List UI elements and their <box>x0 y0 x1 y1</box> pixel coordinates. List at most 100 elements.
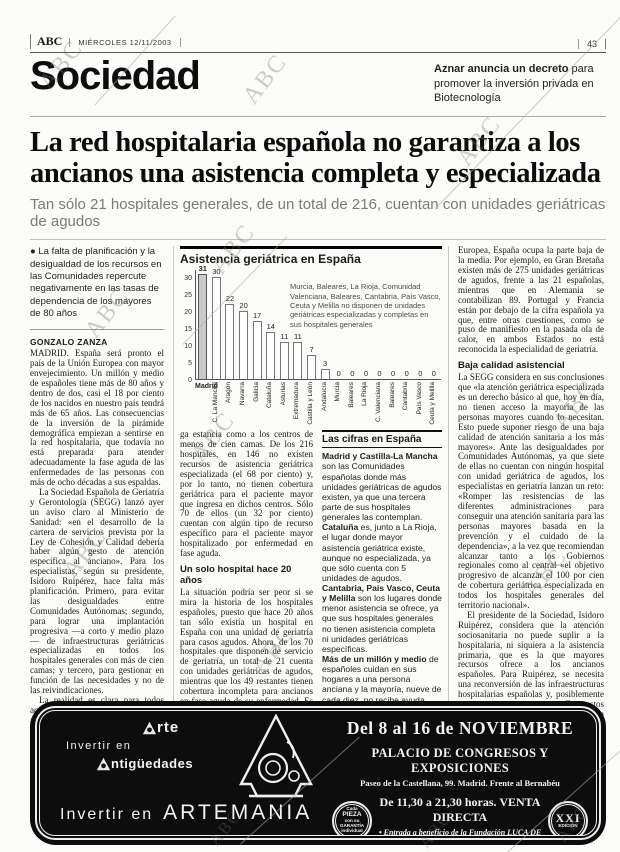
chart-bar-cell: 20 <box>237 302 251 380</box>
chart-ytick: 5 <box>188 360 192 368</box>
article-subheadline: Tan sólo 21 hospitales generales, de un … <box>30 196 606 241</box>
chart-bar <box>320 369 330 380</box>
ad-invertir-label: Invertir en <box>66 740 132 752</box>
column-middle: Asistencia geriátrica en España 0 5 10 15 20… <box>173 246 449 734</box>
paragraph: ga estancia como a los centros de menos … <box>180 429 313 559</box>
chart-ytick: 20 <box>184 309 192 317</box>
cifras-box: Las cifras en España Madrid y Castilla-L… <box>322 430 442 715</box>
chart-bar-value: 31 <box>198 263 207 273</box>
chart-bar-value: 0 <box>431 369 436 379</box>
ad-artemania-line: Invertir en ARTEMANIA <box>60 801 312 825</box>
cifras-text: son los lugares donde menor asistencia s… <box>322 593 442 654</box>
chart-ytick: 10 <box>184 343 192 351</box>
cifras-text: son las Comunidades españolas donde más … <box>322 461 442 523</box>
chart-bar-cell: 0 <box>346 370 360 379</box>
cifras-text: es, junto a La Rioja, el lugar donde may… <box>322 522 437 583</box>
chart-title: Asistencia geriátrica en España <box>180 252 361 267</box>
chart-ytick: 0 <box>188 377 192 385</box>
section-title: Sociedad <box>30 54 201 98</box>
paragraph: La Sociedad Española de Geriatría y Gero… <box>30 486 164 696</box>
paragraph: Europea, España ocupa la parte baja de l… <box>458 246 604 355</box>
chart-category-labels: Madrid C. La Mancha Aragón Navarra Galicia Ca… <box>195 381 441 426</box>
seal-line: individual <box>341 827 363 833</box>
chart-category-label: Galicia <box>252 382 260 403</box>
chart-category-label: Andalucía <box>320 382 328 412</box>
chart-ytick: 25 <box>184 292 192 300</box>
cifras-lead: Cataluña <box>322 522 359 533</box>
chart-bar-cell: 30 <box>210 268 224 380</box>
chart-bar <box>252 321 262 380</box>
chart-bar-cell: 0 <box>427 370 441 379</box>
ad-address: Paseo de la Castellana, 99. Madrid. Fren… <box>360 778 560 788</box>
chart-bar-value: 0 <box>391 369 396 379</box>
chart-bar-value: 11 <box>294 331 302 341</box>
chart-bar-cell: 3 <box>318 359 332 380</box>
chart-bar-value: 0 <box>404 369 409 379</box>
chart-category-label: Baleares <box>388 382 396 408</box>
chart-ytick: 30 <box>184 275 192 283</box>
chart-category-label: C. La Mancha <box>211 382 219 423</box>
cifras-title: Las cifras en España <box>322 432 442 449</box>
chart-bar <box>307 355 317 380</box>
triangle-a-icon <box>142 721 157 734</box>
ad-venue: PALACIO DE CONGRESOS Y EXPOSICIONES <box>371 746 549 775</box>
ad-invertir-block: rte Invertir en ntigüedades <box>54 719 249 771</box>
chart-bar <box>266 331 276 380</box>
page-number: 43 <box>577 39 606 49</box>
paragraph: La SEGG considera en sus conclusiones qu… <box>458 372 604 611</box>
xxi-edition-seal: XXI EDICIÓN <box>548 800 588 835</box>
column-right: Europea, España ocupa la parte baja de l… <box>458 246 604 733</box>
chart-bar-value: 7 <box>309 345 314 355</box>
cifras-lead: Más de un millón y medio <box>322 654 427 665</box>
chart-bar-cell: 0 <box>359 370 373 379</box>
chart-bar-value: 0 <box>377 369 382 379</box>
ad-hours: De 11,30 a 21,30 horas. VENTA DIRECTA <box>379 795 541 824</box>
chart-plot: 0 5 10 15 20 25 30 31 30 22 20 17 14 11 11 7 3 0 0 0 0 0 0 0 0 … <box>180 263 442 426</box>
chart-bar-cell: 0 <box>373 370 387 379</box>
chart-category-label: Madrid <box>195 383 218 391</box>
column-left: ● La falta de planificación y la desigua… <box>30 246 164 733</box>
chart-bar <box>198 273 208 380</box>
cifras-item: Madrid y Castilla-La Mancha son las Comu… <box>322 451 442 522</box>
chart-category-label: Murcia <box>334 382 342 402</box>
cifras-item: Cataluña es, junto a La Rioja, el lugar … <box>322 522 442 583</box>
chart-bar-cell: 11 <box>291 331 305 380</box>
ad-benefit: • Entrada a beneficio de la Fundación LU… <box>378 828 542 836</box>
chart-bar-cell: 0 <box>400 370 414 379</box>
chart-bar-value: 0 <box>363 369 368 379</box>
triangle-a-icon <box>96 757 111 770</box>
chart-bar <box>211 277 221 380</box>
chart-category-label: Baleares <box>347 382 355 408</box>
masthead: ABC MIÉRCOLES 12/11/2003 43 <box>30 34 606 53</box>
subhead: Un solo hospital hace 20 años <box>180 564 292 587</box>
chart-category-label: Extremadura <box>293 382 301 420</box>
chart-bar-cell: 22 <box>223 295 237 380</box>
chart-bar-value: 17 <box>253 311 262 321</box>
artemania-advertisement: rte Invertir en ntigüedades <box>30 701 606 845</box>
chart-bar-value: 3 <box>323 359 328 369</box>
chart-category-label: Castilla y León <box>307 382 315 425</box>
chart-bar <box>225 304 235 380</box>
chart-bar-cell: 7 <box>305 345 319 380</box>
chart-category-label: La Rioja <box>361 382 369 407</box>
chart-note: Murcia, Baleares, La Rioja, Comunidad Va… <box>290 282 441 329</box>
section-header: Sociedad Aznar anuncia un decreto para p… <box>30 55 606 117</box>
paragraph: MADRID. España será pronto el país de la… <box>30 348 164 488</box>
chart-bar <box>239 311 249 380</box>
ad-antiguedades-label: ntigüedades <box>111 756 194 771</box>
chart-category-label: Navarra <box>239 382 247 406</box>
ad-event-details: Del 8 al 16 de NOVIEMBRE PALACIO DE CONG… <box>332 718 588 835</box>
chart-bar-cell: 11 <box>278 332 292 380</box>
chart-bar-cell: 0 <box>414 370 428 379</box>
brand-logo: ABC <box>30 34 69 49</box>
seal-line: EDICIÓN <box>558 823 578 829</box>
chart-category-label: Cataluña <box>266 382 274 409</box>
chart-ytick: 15 <box>184 326 192 334</box>
chart-category-label: Aragón <box>225 382 233 404</box>
ad-invertir-big-label: Invertir en <box>60 806 154 823</box>
chart-category-label: C. Valenciana <box>375 382 383 423</box>
chart-bar-cell: 17 <box>250 311 264 380</box>
issue-date: MIÉRCOLES 12/11/2003 <box>69 38 181 47</box>
cifras-lead: Cantabria, País Vasco, Ceuta y Melilla <box>322 583 440 604</box>
